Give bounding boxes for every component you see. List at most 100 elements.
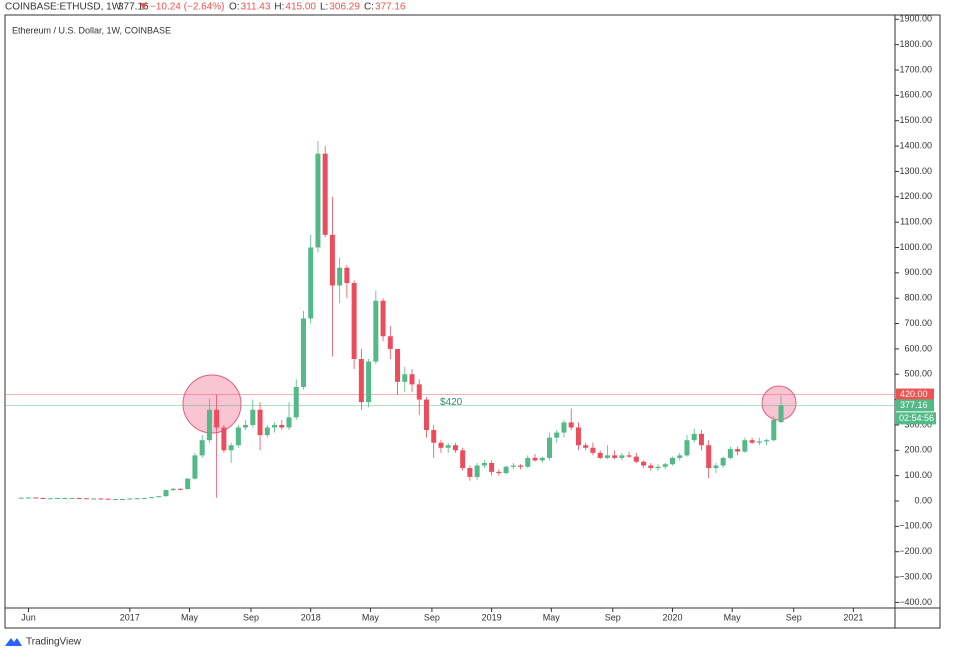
y-tick-label: 1200.00: [899, 191, 932, 201]
y-tick-label: 1700.00: [899, 64, 932, 74]
candle-body: [300, 318, 306, 387]
candle-body: [366, 361, 372, 403]
brand: TradingView: [26, 637, 82, 648]
candle-body: [655, 466, 661, 469]
candle-body: [764, 440, 770, 442]
x-tick-label: 2019: [482, 612, 502, 622]
candle-body: [604, 455, 610, 458]
x-tick-label: 2021: [843, 612, 863, 622]
y-tick-label: 1500.00: [899, 115, 932, 125]
x-tick-label: Sep: [424, 612, 440, 622]
candle-body: [532, 457, 538, 461]
candle-body: [778, 405, 784, 423]
candle-body: [170, 488, 176, 491]
candle-body: [329, 234, 335, 286]
ohlc-key: H:: [274, 2, 284, 13]
candle-body: [489, 462, 495, 472]
y-tick-label: 1600.00: [899, 90, 932, 100]
candle-body: [575, 427, 581, 446]
candle-body: [467, 468, 473, 477]
candle-body: [199, 440, 205, 456]
x-tick-label: Sep: [605, 612, 621, 622]
candle-body: [619, 455, 625, 458]
candle-body: [633, 456, 639, 462]
candle-body: [706, 445, 712, 469]
candle-body: [756, 441, 762, 443]
candle-body: [380, 300, 386, 337]
candle-body: [727, 449, 733, 458]
price-label: 377.16: [900, 400, 928, 410]
candle-body: [395, 348, 401, 382]
candle-body: [648, 465, 654, 469]
candle-body: [423, 399, 429, 431]
y-tick-label: 500.00: [904, 369, 932, 379]
price-change: −10.24 (−2.64%): [150, 2, 225, 13]
ohlc-value: 415.00: [285, 2, 316, 13]
candle-body: [112, 498, 118, 500]
x-tick-label: May: [724, 612, 742, 622]
candle-body: [47, 498, 53, 500]
ohlc: O: 311.43 H: 415.00 L: 306.29 C: 377.16: [229, 2, 406, 13]
candle-body: [510, 465, 516, 467]
tradingview-logo: [5, 638, 22, 646]
candle-body: [496, 471, 502, 474]
y-tick-label: 1300.00: [899, 166, 932, 176]
down-arrow: [140, 3, 147, 10]
candle-body: [402, 374, 408, 382]
candle-body: [749, 440, 755, 443]
x-tick-label: 2017: [120, 612, 140, 622]
candle-body: [127, 498, 133, 500]
candle-body: [40, 497, 46, 499]
candle-body: [279, 424, 285, 428]
candle-body: [308, 247, 314, 319]
ohlc-key: C:: [364, 2, 374, 13]
candle-body: [91, 498, 97, 500]
y-tick-label: −100.00: [899, 521, 932, 531]
candle-body: [590, 447, 596, 453]
candle-body: [33, 497, 39, 499]
candle-body: [431, 430, 437, 443]
x-tick-label: 2018: [301, 612, 321, 622]
chart-frame: [4, 14, 941, 629]
candle-body: [518, 465, 524, 467]
ohlc-key: L:: [320, 2, 328, 13]
candle-body: [358, 359, 364, 403]
candle-body: [315, 153, 321, 248]
y-tick-label: 100.00: [904, 470, 932, 480]
candle-body: [713, 465, 719, 469]
candle-body: [337, 267, 343, 286]
candle-body: [177, 488, 183, 490]
candle-body: [76, 497, 82, 499]
candle-body: [626, 455, 632, 457]
candle-body: [612, 455, 618, 458]
candle-body: [156, 496, 162, 498]
candle-body: [243, 424, 249, 428]
candle-body: [691, 433, 697, 441]
y-tick-label: 700.00: [904, 318, 932, 328]
candle-body: [525, 457, 531, 467]
candle-body: [26, 497, 32, 499]
candle-body: [561, 422, 567, 433]
candle-body: [503, 466, 509, 474]
y-tick-label: 900.00: [904, 267, 932, 277]
candle-body: [597, 452, 603, 458]
candle-body: [735, 449, 741, 452]
candle-body: [662, 464, 668, 467]
candle-body: [373, 300, 379, 362]
candle-body: [481, 462, 487, 466]
candle-body: [583, 445, 589, 448]
candle-body: [264, 427, 270, 436]
candle-body: [293, 386, 299, 418]
x-tick-label: Sep: [786, 612, 802, 622]
x-tick-label: May: [543, 612, 561, 622]
candle-body: [684, 440, 690, 456]
candle-body: [409, 374, 415, 385]
annotation: $420: [440, 397, 463, 408]
y-tick-label: 1100.00: [900, 217, 932, 227]
candle-body: [83, 498, 89, 500]
candle-body: [62, 497, 68, 499]
candle-body: [192, 455, 198, 479]
y-tick-label: −400.00: [899, 597, 932, 607]
candle-body: [698, 433, 704, 446]
